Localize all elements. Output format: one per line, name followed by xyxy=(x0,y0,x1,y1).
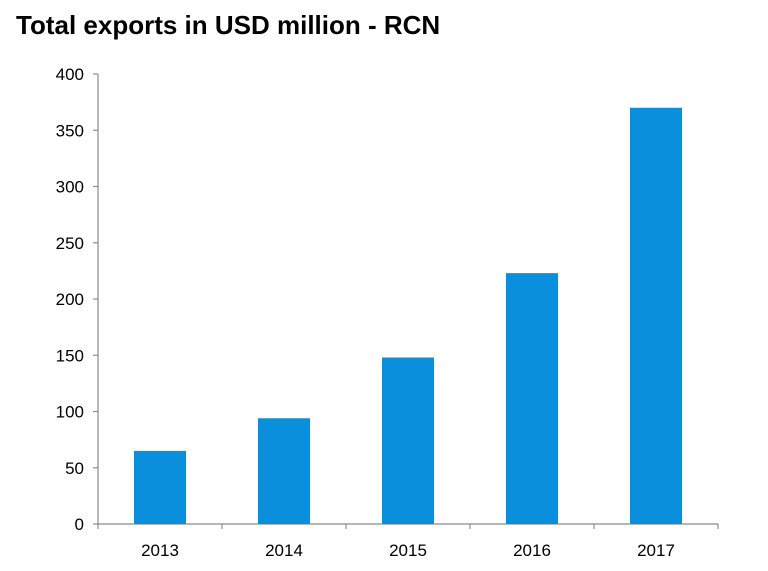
bar-2015 xyxy=(381,357,435,524)
y-axis-ticks: 0 50 100 150 200 250 300 350 400 xyxy=(56,65,98,534)
chart-bars xyxy=(133,107,683,524)
bar-2017 xyxy=(629,107,683,524)
y-tick-label: 100 xyxy=(56,403,84,422)
x-tick-label: 2014 xyxy=(265,541,303,560)
bar-2014 xyxy=(257,418,311,524)
y-tick-label: 300 xyxy=(56,178,84,197)
y-tick-label: 350 xyxy=(56,121,84,140)
x-tick-label: 2016 xyxy=(513,541,551,560)
x-tick-label: 2013 xyxy=(141,541,179,560)
bar-2013 xyxy=(133,450,187,524)
x-tick-label: 2015 xyxy=(389,541,427,560)
y-tick-label: 400 xyxy=(56,65,84,84)
y-tick-label: 200 xyxy=(56,290,84,309)
y-tick-label: 250 xyxy=(56,234,84,253)
bar-2016 xyxy=(505,273,559,524)
chart-title: Total exports in USD million - RCN xyxy=(16,10,441,40)
x-axis-ticks: 2013 2014 2015 2016 2017 xyxy=(97,524,719,560)
x-tick-label: 2017 xyxy=(637,541,675,560)
y-tick-label: 50 xyxy=(65,459,84,478)
y-tick-label: 150 xyxy=(56,346,84,365)
y-tick-label: 0 xyxy=(75,515,84,534)
